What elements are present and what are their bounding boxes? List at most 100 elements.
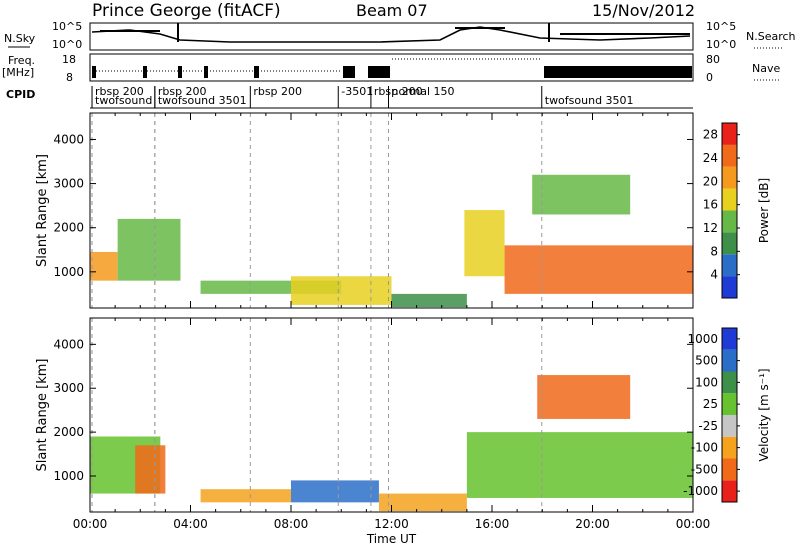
nave-tick-bottom: 0	[706, 71, 713, 84]
colorbar-tick-label: 4	[710, 268, 718, 282]
y-tick-label: 2000	[53, 221, 84, 235]
colorbar: 4 8 12 16 20 24 28 Power [dB]	[703, 122, 771, 299]
nsky-tick-bottom: 10^0	[52, 38, 82, 51]
data-region	[504, 245, 693, 294]
data-region	[464, 210, 505, 277]
colorbar-swatch	[722, 371, 737, 394]
colorbar-tick-label: 12	[703, 221, 718, 235]
cpid-text: twofsound 3501	[545, 94, 634, 107]
freq-bars	[92, 66, 692, 78]
freq-label: Freq.	[8, 54, 35, 67]
nsky-strip-frame	[89, 22, 694, 51]
colorbar-swatch	[722, 144, 737, 167]
date-label: 15/Nov/2012	[592, 1, 695, 20]
colorbar-tick-label: -500	[691, 462, 718, 476]
freq-strip-frame	[89, 53, 694, 82]
nsearch-label: N.Search	[746, 30, 796, 43]
colorbar-swatch	[722, 349, 737, 372]
cpid-label: CPID	[6, 88, 35, 101]
freq-unit-label: [MHz]	[2, 66, 34, 79]
x-tick-label: 08:00	[274, 517, 309, 531]
nsky-trace	[91, 26, 691, 43]
colorbar-tick-label: -1000	[683, 484, 718, 498]
y-tick-label: 3000	[53, 381, 84, 395]
x-axis-label: Time UT	[366, 532, 417, 546]
colorbar-swatch	[722, 232, 737, 255]
data-region	[135, 445, 166, 494]
freq-tick-top: 18	[62, 53, 76, 66]
colorbar: 1000 500 100 25 -25 -100 -500 -1000 Velocity [m …	[683, 327, 771, 503]
nsky-label: N.Sky	[4, 32, 36, 45]
colorbar-frame	[721, 327, 738, 503]
y-axis-label: Slant Range [km]	[35, 154, 50, 267]
colorbar-swatch	[722, 254, 737, 277]
colorbar-tick-label: -25	[698, 419, 718, 433]
colorbar-swatch	[722, 166, 737, 189]
data-region	[291, 480, 379, 503]
cpid-text: rbsp 200	[158, 85, 207, 98]
data-region	[391, 293, 467, 308]
y-tick-label: 1000	[53, 469, 84, 483]
y-tick-label: 2000	[53, 425, 84, 439]
data-regions	[90, 375, 693, 512]
nsearch-dots	[100, 27, 690, 35]
y-tick-label: 3000	[53, 177, 84, 191]
colorbar-swatch	[722, 276, 737, 298]
colorbar-swatch	[722, 188, 737, 211]
colorbar-swatch	[722, 415, 737, 437]
colorbar-tick-label: 100	[695, 375, 718, 389]
colorbar-swatch	[722, 123, 737, 145]
x-tick-label: 20:00	[575, 517, 610, 531]
cpid-text: rbsp 200	[253, 85, 302, 98]
x-tick-label: 00:00	[676, 517, 711, 531]
colorbar-tick-label: 1000	[687, 332, 718, 346]
freq-tick-bottom: 8	[66, 71, 73, 84]
x-tick-label: 04:00	[173, 517, 208, 531]
colorbar-tick-label: 8	[710, 244, 718, 258]
data-region	[532, 174, 631, 215]
colorbar-tick-label: 500	[695, 354, 718, 368]
data-region	[537, 375, 631, 419]
colorbar-tick-label: 16	[703, 198, 718, 212]
y-axis-label: Slant Range [km]	[35, 359, 50, 472]
colorbar-tick-label: 24	[703, 151, 718, 165]
cpid-text: twofsound 3501	[158, 94, 247, 107]
cpid-text: twofsound	[95, 94, 152, 107]
colorbar-tick-label: 25	[703, 397, 718, 411]
colorbar-swatch	[722, 393, 737, 415]
cpid-text: rbsp 200	[95, 85, 144, 98]
colorbar-tick-label: -100	[691, 441, 718, 455]
colorbar-label: Power [dB]	[757, 178, 771, 243]
cpid-text: rbsp 200	[374, 85, 423, 98]
data-regions	[90, 174, 693, 308]
station-title: Prince George (fitACF)	[92, 1, 281, 21]
data-region	[466, 432, 693, 498]
data-region	[200, 489, 291, 503]
search-tick-top: 10^5	[706, 20, 736, 33]
nsky-tick-top: 10^5	[52, 20, 82, 33]
colorbar-swatch	[722, 480, 737, 502]
colorbar-tick-label: 20	[703, 174, 718, 188]
search-tick-bottom: 10^0	[706, 38, 736, 51]
data-region	[378, 493, 467, 512]
beam-label: Beam 07	[356, 1, 428, 20]
x-tick-label: 00:00	[73, 517, 108, 531]
y-tick-label: 1000	[53, 265, 84, 279]
colorbar-swatch	[722, 436, 737, 459]
colorbar-label: Velocity [m s⁻¹]	[757, 368, 771, 461]
colorbar-tick-label: 28	[703, 128, 718, 142]
x-tick-label: 12:00	[374, 517, 409, 531]
cpid-text: -3501	[341, 85, 373, 98]
colorbar-swatch	[722, 458, 737, 481]
data-region	[90, 251, 118, 281]
cpid-text: normal 150	[392, 85, 455, 98]
data-region	[291, 276, 392, 305]
y-tick-label: 4000	[53, 337, 84, 351]
nave-tick-top: 80	[706, 53, 720, 66]
colorbar-frame	[721, 122, 738, 299]
y-tick-label: 4000	[53, 132, 84, 146]
